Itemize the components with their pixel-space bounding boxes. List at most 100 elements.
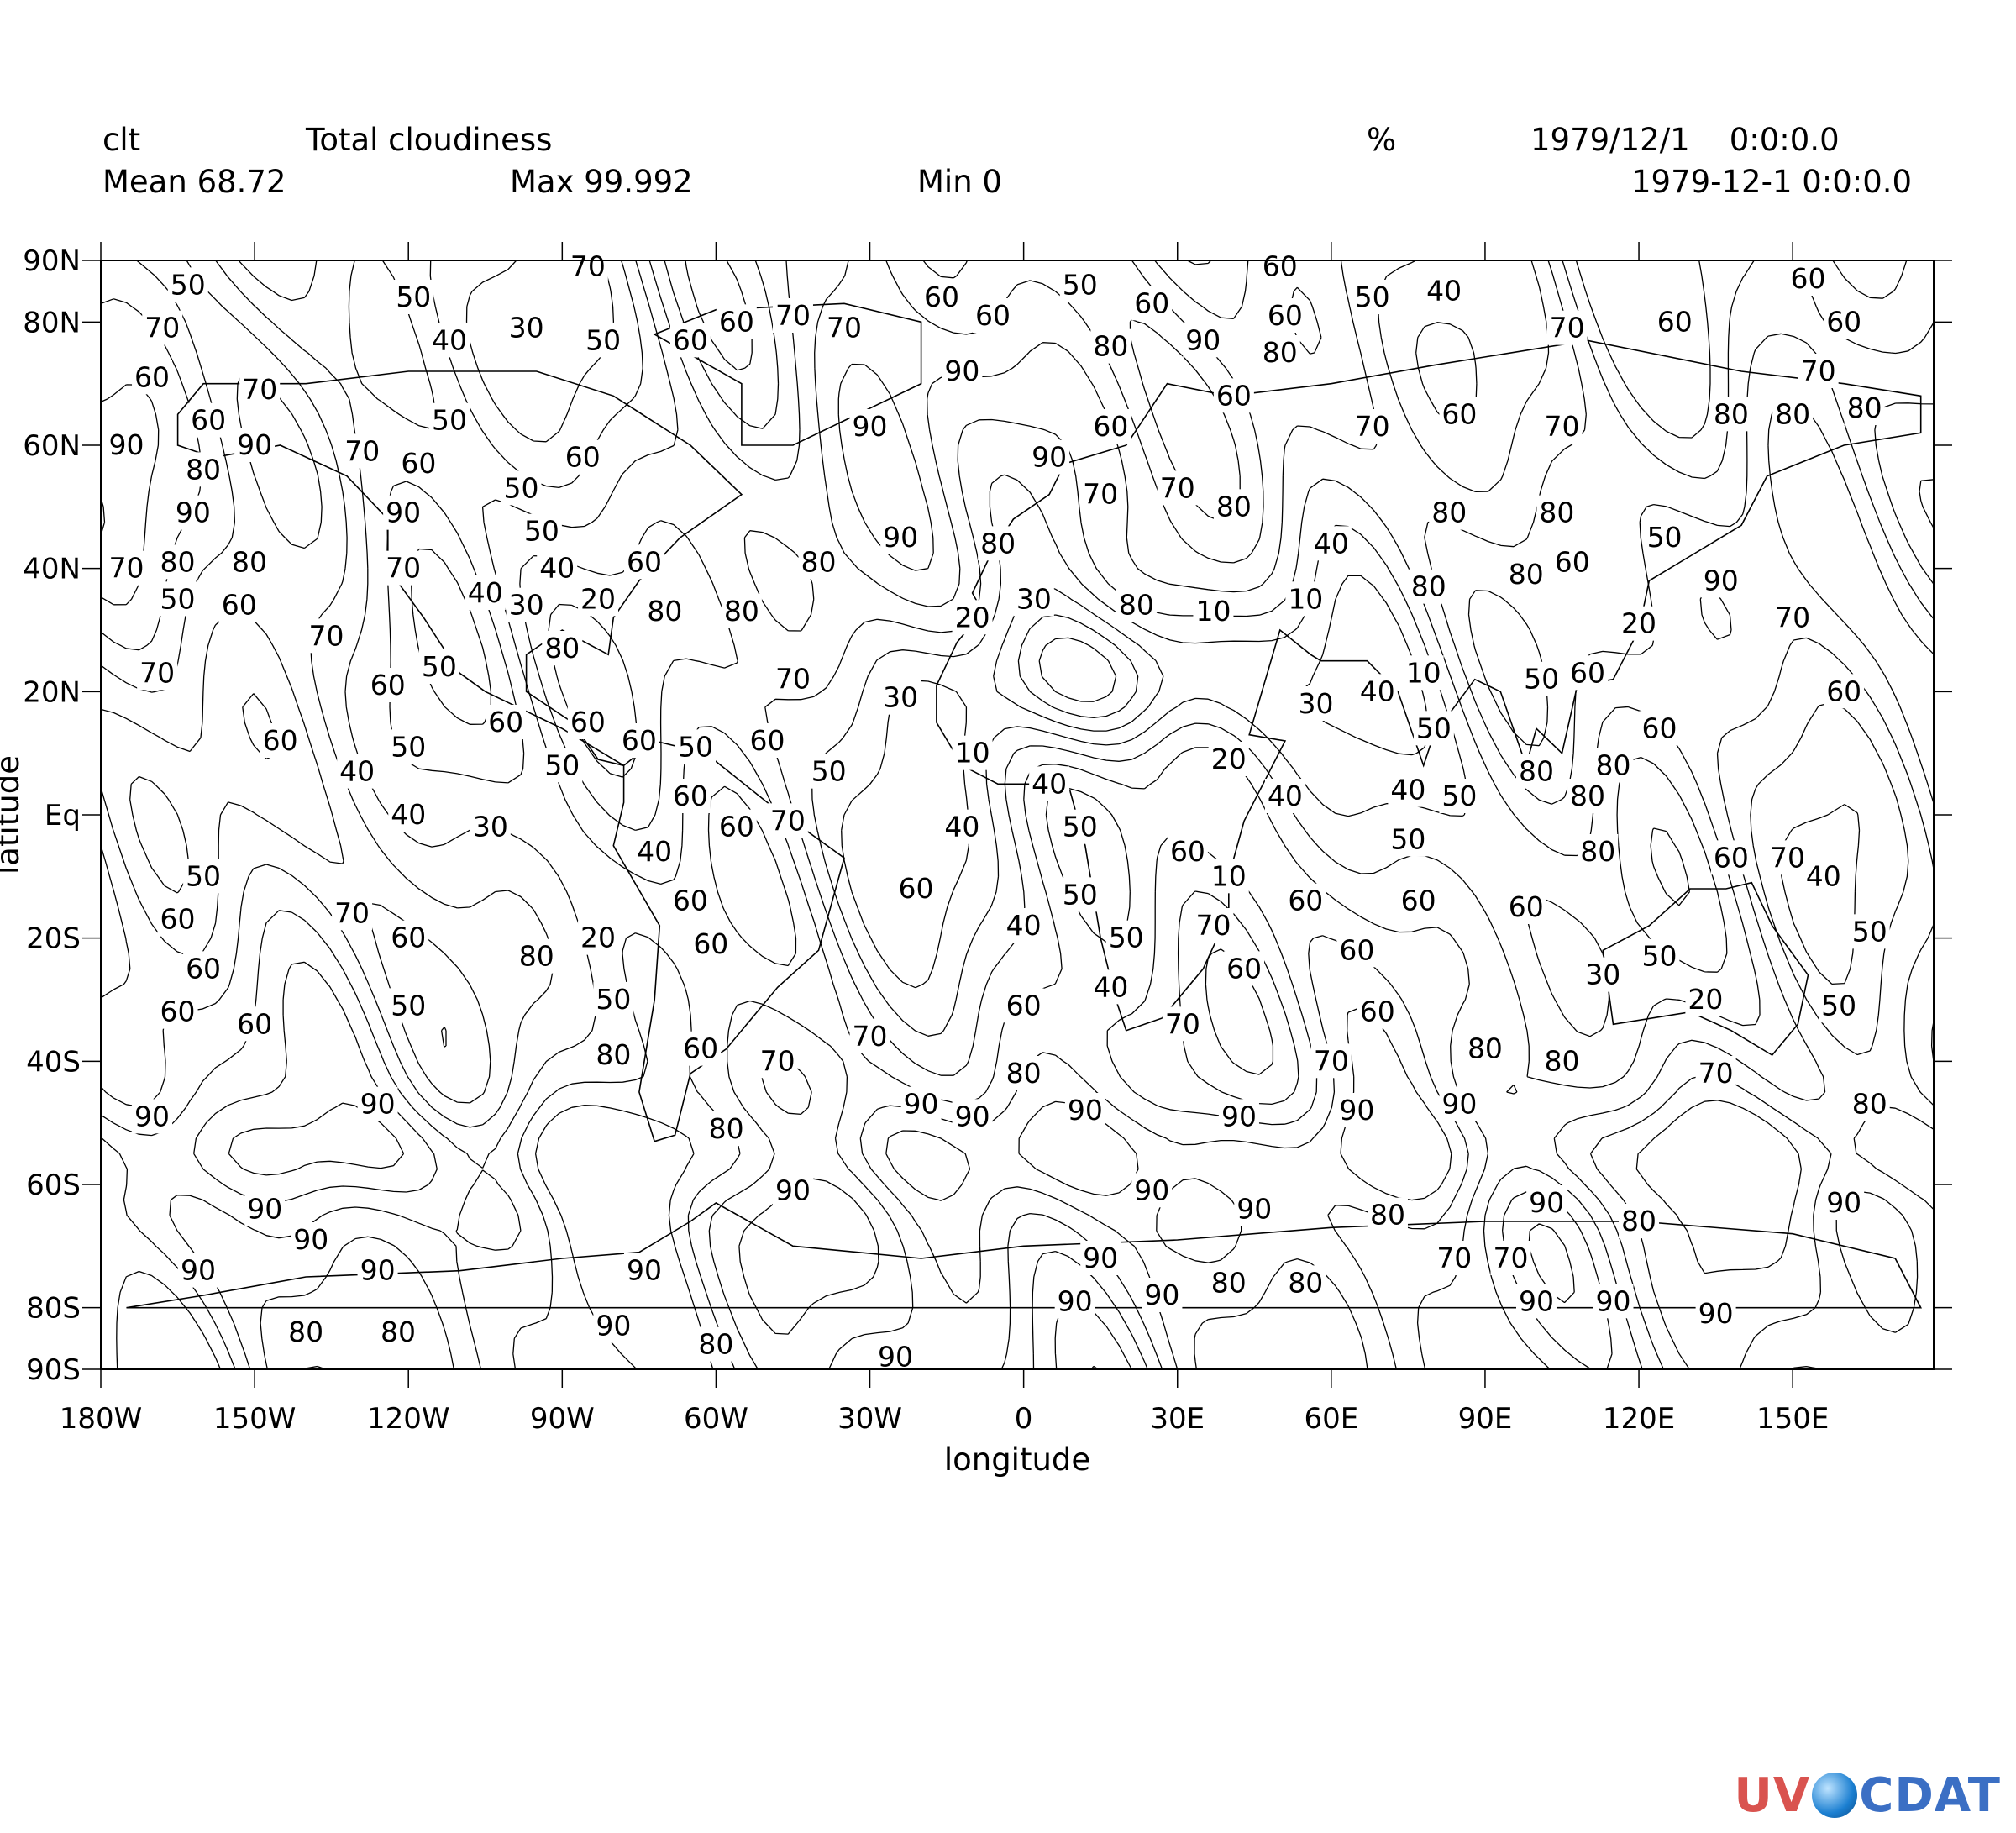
contour-label-bg <box>429 402 470 438</box>
contour-label-bg <box>177 1253 218 1288</box>
contour-label: 80 <box>160 545 196 578</box>
contour-label-bg <box>696 1326 737 1362</box>
contour-label: 10 <box>1288 582 1323 615</box>
contour-label: 50 <box>1109 922 1144 954</box>
contour-label-bg <box>1824 304 1865 339</box>
y-tick-label: 40S <box>26 1045 81 1079</box>
contour-label-bg <box>132 1099 173 1134</box>
contour-label-bg <box>1408 569 1449 604</box>
contour-label-bg <box>1116 587 1157 622</box>
contour-label-bg <box>1526 1185 1567 1220</box>
contour-label-bg <box>1767 840 1809 875</box>
contour-label-bg <box>106 550 147 586</box>
contour-label: 20 <box>580 582 616 615</box>
contour-label-bg <box>1142 1278 1183 1312</box>
contour-label-bg <box>1285 883 1326 918</box>
contour-label-bg <box>623 1253 664 1288</box>
contour-label: 80 <box>1621 1205 1656 1237</box>
contour-label-bg <box>1234 1191 1275 1226</box>
contour-label: 40 <box>539 552 575 585</box>
contour-label-bg <box>772 1173 813 1208</box>
contour-label-bg <box>634 834 675 869</box>
contour-label-bg <box>393 280 434 314</box>
contour-label: 50 <box>391 989 426 1022</box>
contour-label: 50 <box>811 755 847 788</box>
contour-label: 80 <box>1119 589 1154 622</box>
contour-label: 70 <box>1801 355 1836 387</box>
contour-label: 30 <box>509 312 544 344</box>
contour-label-bg <box>1505 890 1546 924</box>
contour-label-bg <box>1819 988 1860 1023</box>
contour-label-bg <box>167 267 208 302</box>
contour-label: 80 <box>1467 1032 1503 1065</box>
contour-label: 50 <box>1063 878 1098 911</box>
contour-label: 80 <box>1093 330 1128 363</box>
contour-label: 50 <box>1641 940 1677 973</box>
contour-label-bg <box>1105 920 1147 955</box>
contour-label-bg <box>1619 606 1660 641</box>
contour-label: 80 <box>232 545 267 578</box>
contour-label: 40 <box>1268 780 1303 812</box>
contour-label-bg <box>183 951 224 986</box>
contour-label-bg <box>1131 286 1173 321</box>
contour-label-bg <box>357 1086 398 1121</box>
contour-label-bg <box>1131 1173 1173 1208</box>
contour-label: 90 <box>1236 1192 1272 1225</box>
contour-label-bg <box>593 1037 634 1072</box>
contour-label: 40 <box>391 798 426 831</box>
contour-label: 90 <box>1185 323 1221 356</box>
contour-label: 60 <box>222 589 257 622</box>
contour-label-bg <box>623 544 664 580</box>
contour-label: 80 <box>186 453 221 486</box>
contour-label-bg <box>1003 1056 1044 1090</box>
contour-label-bg <box>291 1222 332 1257</box>
contour-label: 80 <box>1431 496 1467 529</box>
globe-icon <box>1812 1773 1858 1818</box>
contour-label-bg <box>849 1019 890 1053</box>
contour-label: 70 <box>1314 1044 1349 1077</box>
contour-label-bg <box>824 310 865 345</box>
contour-label-bg <box>583 323 624 358</box>
contour-label: 60 <box>719 811 754 843</box>
x-tick-label: 60E <box>1304 1402 1358 1436</box>
contour-label-bg <box>1264 779 1305 813</box>
contour-label: 60 <box>1790 262 1825 295</box>
contour-label-bg <box>1619 1204 1660 1238</box>
contour-label-bg <box>234 428 276 462</box>
y-tick-label: 90N <box>23 244 81 278</box>
contour-label: 80 <box>1714 397 1749 430</box>
contour-label-bg <box>1259 249 1300 284</box>
contour-label: 60 <box>1555 545 1590 578</box>
contour-label: 90 <box>1144 1279 1179 1311</box>
contour-label-bg <box>1798 354 1839 388</box>
contour-label-bg <box>429 323 470 358</box>
contour-label: 60 <box>1268 299 1303 332</box>
contour-label-bg <box>183 859 224 894</box>
contour-label-bg <box>1772 397 1814 432</box>
contour-label-bg <box>244 1191 286 1226</box>
x-tick-label: 0 <box>1015 1402 1033 1436</box>
contour-label-bg <box>1059 267 1100 302</box>
contour-label: 40 <box>339 755 375 788</box>
units-label: % <box>1367 122 1397 158</box>
contour-label-bg <box>1336 932 1378 968</box>
contour-label: 90 <box>1519 1284 1554 1317</box>
contour-label: 70 <box>1165 1007 1200 1040</box>
contour-label-bg <box>286 1315 327 1349</box>
contour-label: 60 <box>1360 995 1395 1028</box>
contour-label-bg <box>521 513 562 549</box>
contour-label-bg <box>1218 1099 1259 1134</box>
contour-label-bg <box>952 600 993 635</box>
contour-label-bg <box>1490 1241 1531 1275</box>
contour-label: 80 <box>709 1112 744 1145</box>
plot-frame <box>100 260 1935 1370</box>
coastlines <box>126 302 1923 1309</box>
contour-label: 60 <box>565 441 601 474</box>
contour-label-bg <box>367 668 408 702</box>
min-label: Min 0 <box>917 164 1002 200</box>
contour-label: 30 <box>509 589 544 622</box>
contour-label-bg <box>798 544 839 580</box>
contour-label-bg <box>1541 409 1583 444</box>
contour-label-bg <box>1464 1031 1505 1066</box>
contour-label: 40 <box>1426 275 1462 307</box>
